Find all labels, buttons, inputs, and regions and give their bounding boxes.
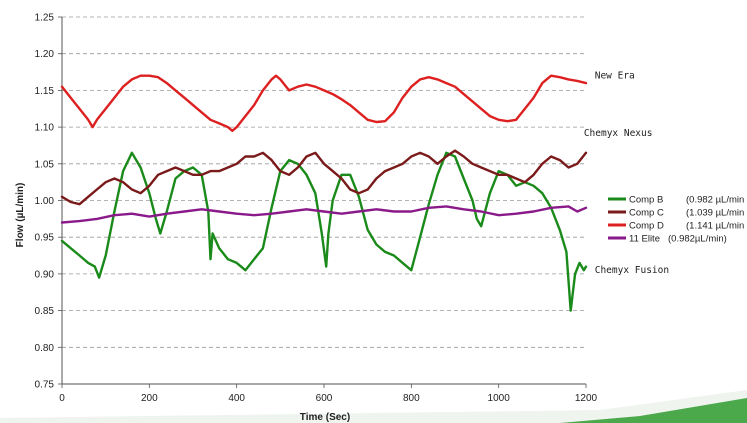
- x-tick-label: 400: [228, 393, 245, 404]
- decorative-swoosh: [0, 390, 747, 423]
- y-tick-label: 1.00: [35, 196, 55, 207]
- x-tick-label: 600: [316, 393, 333, 404]
- series-line-2: [60, 74, 588, 132]
- legend-value: (1.141 µL/min: [686, 221, 744, 232]
- y-tick-label: 1.10: [35, 123, 55, 134]
- gridlines: [62, 16, 586, 348]
- x-tick-label: 0: [59, 393, 65, 404]
- series-annotations: New Era Chemyx Nexus Chemyx Fusion: [584, 71, 669, 277]
- y-tick-label: 0.75: [35, 380, 55, 391]
- y-tick-label: 0.80: [35, 343, 55, 354]
- series-line-1: [60, 149, 588, 206]
- legend-value: (1.039 µL/min: [686, 208, 744, 219]
- x-tick-labels: 0 200 400 600 800 1000 1200: [59, 384, 598, 404]
- legend-label: Comp C: [629, 208, 664, 219]
- series-annotation: Chemyx Nexus: [584, 128, 653, 139]
- y-tick-label: 1.25: [35, 13, 55, 24]
- x-tick-label: 1200: [575, 393, 598, 404]
- y-tick-label: 1.15: [35, 86, 55, 97]
- legend-label: Comp B: [629, 195, 663, 206]
- y-axis-title: Flow (µL/min): [15, 183, 26, 248]
- x-tick-label: 1000: [488, 393, 511, 404]
- y-tick-label: 0.95: [35, 233, 55, 244]
- x-axis-title: Time (Sec): [300, 412, 350, 423]
- legend-label: 11 Elite: [629, 234, 660, 245]
- y-tick-label: 0.90: [35, 269, 55, 280]
- y-tick-label: 0.85: [35, 306, 55, 317]
- y-tick-label: 1.05: [35, 159, 55, 170]
- series-line-3: [60, 205, 588, 224]
- series-line-0: [60, 151, 588, 312]
- legend-value: (0.982µL/min): [668, 234, 727, 245]
- series-lines: [60, 74, 588, 312]
- legend-label: Comp D: [629, 221, 664, 232]
- y-tick-labels: 0.75 0.80 0.85 0.90 0.95 1.00 1.05 1.10 1.15 1.20…: [35, 13, 62, 391]
- x-tick-label: 800: [403, 393, 420, 404]
- y-tick-label: 1.20: [35, 49, 55, 60]
- legend: Comp B (0.982 µL/min Comp C (1.039 µL/min Co…: [608, 195, 744, 245]
- series-annotation: New Era: [595, 71, 635, 82]
- x-tick-label: 200: [141, 393, 158, 404]
- series-annotation: Chemyx Fusion: [595, 265, 669, 276]
- legend-value: (0.982 µL/min: [686, 195, 744, 206]
